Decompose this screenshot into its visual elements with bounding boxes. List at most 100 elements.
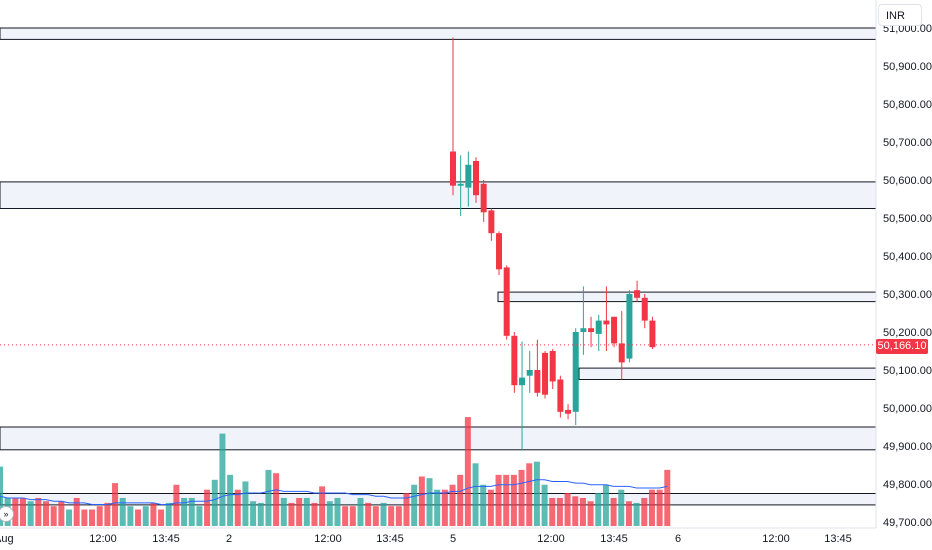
volume-bar <box>119 497 126 526</box>
candle-body <box>526 370 533 376</box>
price-zone <box>578 367 877 381</box>
candle-body <box>626 294 633 359</box>
volume-bar <box>20 497 27 526</box>
volume-bar <box>12 497 19 526</box>
volume-bar <box>349 506 356 526</box>
volume-bar <box>43 501 50 526</box>
volume-bar <box>418 476 425 526</box>
time-tick-label: 13:45 <box>376 533 404 545</box>
volume-bar <box>66 509 73 526</box>
candle <box>549 349 556 389</box>
volume-bar <box>549 497 556 526</box>
volume-bar <box>365 502 372 526</box>
candle <box>618 311 625 380</box>
candle-body <box>549 351 556 382</box>
time-tick-label: 13:45 <box>824 533 852 545</box>
volume-bar <box>127 506 134 526</box>
volume-bar <box>388 506 395 526</box>
volume-bar <box>58 501 65 526</box>
candle-body <box>572 332 579 412</box>
volume-bar <box>196 506 203 526</box>
price-tick-label: 49,700.00 <box>883 517 932 529</box>
price-zone <box>0 426 877 451</box>
volume-bar <box>625 501 632 526</box>
candle-body <box>519 377 526 386</box>
volume-bar <box>510 474 517 526</box>
candle <box>465 151 472 207</box>
volume-bar <box>265 469 272 526</box>
volume-bar <box>457 474 464 526</box>
volume-bar <box>342 506 349 526</box>
volume-bar <box>533 461 540 526</box>
price-tick-label: 49,800.00 <box>883 479 932 491</box>
volume-bar <box>273 473 280 526</box>
volume-bar <box>96 506 103 526</box>
candle <box>457 155 464 217</box>
candle-body <box>565 409 572 414</box>
volume-bar <box>73 497 80 526</box>
volume-bar <box>250 501 257 526</box>
time-tick-label: 6 <box>675 533 681 545</box>
candle-body <box>641 297 648 321</box>
candle <box>480 180 487 222</box>
candle <box>649 316 656 350</box>
candle-body <box>588 328 595 332</box>
volume-bar <box>257 502 264 526</box>
volume-bar <box>426 478 433 526</box>
price-tick-label: 50,400.00 <box>883 251 932 263</box>
volume-bar <box>280 497 287 526</box>
volume-bar <box>27 501 34 526</box>
volume-bar <box>234 489 241 526</box>
price-tick-label: 50,900.00 <box>883 61 932 73</box>
volume-bar <box>35 497 42 526</box>
candle <box>519 341 526 450</box>
candle <box>626 290 633 363</box>
price-tick-label: 51,000.00 <box>883 23 932 35</box>
volume-bar <box>188 497 195 526</box>
volume-bar <box>219 433 226 526</box>
volume-bar <box>158 509 165 526</box>
scroll-to-realtime-icon[interactable]: » <box>0 506 14 522</box>
candlestick-series <box>450 37 656 450</box>
currency-button[interactable]: INR <box>878 4 922 26</box>
candle <box>595 314 602 351</box>
volume-bar <box>449 484 456 526</box>
volume-bar <box>150 502 157 526</box>
price-tick-label: 50,200.00 <box>883 327 932 339</box>
volume-bar <box>572 496 579 526</box>
candle-body <box>457 183 464 186</box>
volume-bar <box>633 502 640 526</box>
time-tick-label: 12:00 <box>314 533 342 545</box>
candle <box>634 280 641 302</box>
volume-bar <box>372 506 379 526</box>
candle-body <box>473 161 480 196</box>
candle <box>542 351 549 399</box>
candle <box>557 375 564 418</box>
time-tick-label: 13:45 <box>600 533 628 545</box>
price-tick-label: 50,600.00 <box>883 175 932 187</box>
time-tick-label: 12:00 <box>89 533 117 545</box>
candle-body <box>634 290 641 298</box>
volume-bar <box>104 502 111 526</box>
volume-bar <box>434 489 441 526</box>
candle-body <box>534 370 541 393</box>
volume-bar <box>441 489 448 526</box>
price-tick-label: 49,900.00 <box>883 441 932 453</box>
volume-bar <box>319 486 326 526</box>
volume-bar <box>564 493 571 526</box>
time-tick-label: 12:00 <box>537 533 565 545</box>
volume-histogram <box>0 417 671 526</box>
volume-bar <box>648 489 655 526</box>
candle <box>641 294 648 329</box>
candle-body <box>618 343 625 363</box>
volume-bar <box>487 489 494 526</box>
volume-bar <box>242 481 249 526</box>
volume-bar <box>587 501 594 526</box>
volume-bar <box>579 497 586 526</box>
candle-body <box>496 233 503 270</box>
time-tick-label: 5 <box>450 533 456 545</box>
price-zone <box>0 181 877 209</box>
volume-bar <box>89 509 96 526</box>
volume-bar <box>602 484 609 526</box>
